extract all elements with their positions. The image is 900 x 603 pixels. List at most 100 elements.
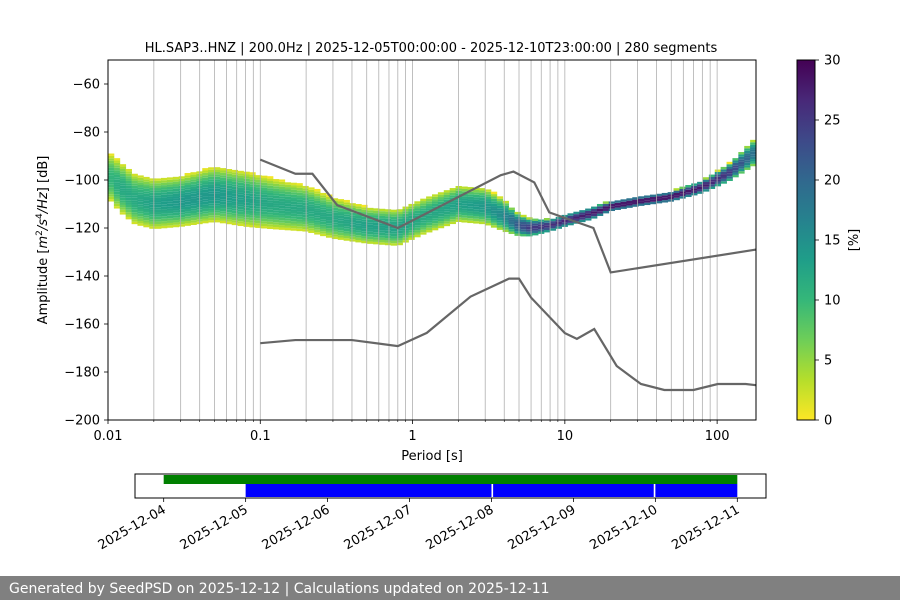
density-cell <box>485 206 492 209</box>
x-axis-label: Period [s] <box>401 449 463 464</box>
density-cell <box>208 167 215 170</box>
density-cell <box>532 225 539 229</box>
density-cell <box>119 178 127 181</box>
density-cell <box>532 232 539 236</box>
timeline-ticks: 2025-12-04 2025-12-05 2025-12-06 2025-12-07… <box>96 498 742 553</box>
density-cell <box>225 217 233 220</box>
density-cell <box>337 223 345 226</box>
density-cell <box>373 210 380 214</box>
density-cell <box>508 207 515 210</box>
density-cell <box>708 184 716 187</box>
density-cell <box>708 181 716 185</box>
density-cell <box>255 213 262 216</box>
density-cell <box>261 182 268 186</box>
density-cell <box>184 216 191 219</box>
density-cell <box>208 208 215 211</box>
density-cell <box>296 228 303 232</box>
density-cell <box>261 214 268 217</box>
density-cell <box>490 203 498 207</box>
density-cell <box>449 202 456 205</box>
density-cell <box>161 177 168 181</box>
density-cell <box>267 178 274 181</box>
density-cell <box>502 200 509 204</box>
density-cell <box>702 182 710 185</box>
density-cell <box>249 184 256 187</box>
density-cell <box>591 208 598 212</box>
density-cell <box>143 181 150 185</box>
density-cell <box>131 216 138 220</box>
density-cell <box>702 177 710 180</box>
density-cell <box>278 184 286 187</box>
density-cell <box>190 210 197 213</box>
density-cell <box>231 193 238 197</box>
density-cell <box>214 174 221 177</box>
density-cell <box>255 203 262 207</box>
density-cell <box>384 238 392 241</box>
density-cell <box>325 208 333 212</box>
colorbar-label: [%] <box>847 229 862 252</box>
density-cell <box>113 184 121 187</box>
density-cell <box>355 240 362 243</box>
density-cell <box>744 145 751 149</box>
density-cell <box>685 192 692 195</box>
density-cell <box>296 211 303 215</box>
density-cell <box>290 213 297 217</box>
density-cell <box>261 206 268 210</box>
density-cell <box>237 180 244 183</box>
density-cell <box>555 221 562 225</box>
density-cell <box>490 198 498 202</box>
density-cell <box>714 176 722 180</box>
density-cell <box>184 185 191 188</box>
density-cell <box>373 239 380 242</box>
density-cell <box>467 201 474 204</box>
colorbar-tick-label: 15 <box>824 234 841 249</box>
density-cell <box>231 177 238 180</box>
density-cell <box>161 209 168 212</box>
timeline-tick-label: 2025-12-07 <box>342 502 415 553</box>
density-cell <box>137 199 144 202</box>
density-cell <box>255 184 262 188</box>
density-cell <box>172 215 180 218</box>
density-cell <box>343 233 350 236</box>
density-cell <box>125 216 132 220</box>
density-cell <box>414 201 421 204</box>
density-cell <box>608 201 616 204</box>
density-cell <box>426 220 433 223</box>
density-cell <box>355 230 362 233</box>
density-cell <box>685 194 692 198</box>
density-cell <box>320 233 327 237</box>
density-cell <box>155 178 162 181</box>
density-cell <box>449 221 456 225</box>
density-cell <box>119 197 127 201</box>
density-cell <box>219 204 227 207</box>
density-cell <box>750 139 757 143</box>
density-cell <box>284 223 292 226</box>
density-cell <box>744 148 751 151</box>
density-cell <box>155 221 162 225</box>
density-cell <box>343 226 350 229</box>
density-cell <box>290 221 297 224</box>
density-cell <box>408 215 415 219</box>
density-cell <box>750 144 757 148</box>
density-cell <box>225 176 233 179</box>
density-cell <box>331 207 339 211</box>
density-cell <box>479 188 486 191</box>
density-cell <box>485 191 492 195</box>
density-cell <box>502 227 509 230</box>
density-cell <box>143 222 150 225</box>
density-cell <box>378 230 386 233</box>
density-cell <box>172 224 180 228</box>
density-cell <box>314 191 321 194</box>
density-cell <box>190 220 197 223</box>
density-cell <box>290 228 297 231</box>
density-cell <box>278 205 286 209</box>
density-cell <box>284 201 292 204</box>
density-cell <box>178 217 185 220</box>
density-cell <box>278 191 286 194</box>
density-cell <box>137 216 144 219</box>
density-cell <box>190 200 197 204</box>
density-cell <box>290 218 297 222</box>
density-cell <box>367 239 374 242</box>
density-cell <box>243 207 250 211</box>
density-cell <box>267 190 274 193</box>
